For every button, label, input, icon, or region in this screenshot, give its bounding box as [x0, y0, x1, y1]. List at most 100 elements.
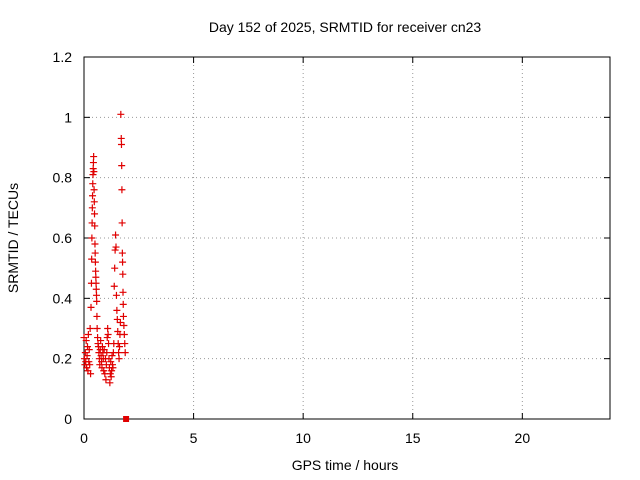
data-point	[93, 312, 101, 320]
y-tick-label: 0.4	[53, 290, 73, 306]
x-tick-label: 15	[405, 430, 421, 446]
data-point	[94, 334, 102, 342]
chart-title: Day 152 of 2025, SRMTID for receiver cn2…	[209, 19, 482, 35]
data-point	[87, 303, 95, 311]
x-tick-label: 20	[515, 430, 531, 446]
data-point	[118, 249, 126, 257]
data-point	[118, 162, 126, 170]
y-tick-label: 0.8	[53, 170, 73, 186]
y-tick-label: 1.2	[53, 49, 73, 65]
data-point	[119, 288, 127, 296]
data-point	[104, 325, 112, 332]
data-point	[112, 243, 120, 251]
plot-area	[83, 56, 611, 420]
data-point	[119, 312, 127, 320]
data-point	[107, 373, 115, 381]
data-point	[102, 376, 110, 384]
data-point	[91, 249, 99, 257]
data-point	[92, 279, 100, 287]
data-point	[90, 153, 98, 161]
axis-ticks: 0 0.2 0.4 0.6 0.8 1 1.2 0 5 10 15 20	[53, 49, 610, 446]
data-point	[113, 315, 121, 323]
data-point	[89, 171, 97, 179]
data-point	[117, 134, 125, 142]
data-point	[114, 340, 122, 348]
data-point	[83, 364, 91, 372]
data-point	[89, 180, 97, 188]
data-point	[119, 270, 127, 278]
data-point	[111, 246, 119, 254]
data-point	[120, 321, 128, 329]
data-point	[110, 282, 118, 290]
data-point	[116, 343, 124, 351]
y-tick-label: 0.2	[53, 351, 73, 367]
data-point	[92, 285, 100, 293]
data-point	[82, 337, 90, 345]
data-point	[84, 331, 92, 339]
x-tick-label: 0	[80, 430, 88, 446]
data-point	[92, 273, 100, 281]
data-point	[119, 258, 127, 266]
data-point	[115, 349, 123, 357]
data-point	[91, 258, 99, 266]
grid	[84, 57, 610, 419]
data-point	[104, 331, 112, 339]
data-point	[88, 204, 96, 212]
data-point	[121, 340, 129, 348]
data-point	[106, 370, 114, 378]
data-point	[88, 255, 96, 263]
data-point	[112, 291, 120, 299]
data-point	[90, 186, 98, 194]
data-point	[91, 210, 99, 218]
data-point	[92, 291, 100, 299]
data-point	[90, 168, 98, 176]
data-point	[85, 358, 93, 366]
y-tick-label: 1	[64, 109, 72, 125]
data-point	[115, 355, 123, 363]
data-point	[113, 306, 121, 314]
data-point	[97, 337, 105, 345]
data-point	[93, 325, 101, 332]
data-point	[119, 300, 127, 308]
data-point	[112, 231, 120, 239]
data-point	[90, 198, 98, 206]
data-point	[103, 334, 111, 342]
data-point	[89, 159, 97, 167]
data-point	[123, 416, 130, 422]
data-point	[108, 367, 116, 375]
data-point	[106, 379, 114, 387]
data-point	[118, 186, 126, 194]
data-point	[109, 364, 117, 372]
data-point	[88, 234, 96, 242]
data-point	[89, 192, 97, 200]
x-tick-label: 5	[190, 430, 198, 446]
data-point	[116, 318, 124, 326]
data-point	[102, 361, 110, 369]
data-point	[86, 361, 94, 369]
data-point	[100, 367, 108, 375]
y-axis-title: SRMTID / TECUs	[5, 183, 21, 293]
data-point	[87, 370, 95, 378]
data-point	[92, 267, 100, 275]
data-point	[103, 349, 111, 357]
data-point	[91, 222, 99, 230]
y-tick-label: 0	[64, 411, 72, 427]
x-tick-label: 10	[295, 430, 311, 446]
data-point	[86, 325, 94, 332]
data-point	[89, 165, 97, 173]
data-point	[121, 349, 129, 357]
data-point	[108, 352, 116, 360]
data-point	[85, 346, 93, 354]
data-point	[118, 219, 126, 227]
data-point	[91, 240, 99, 248]
data-point	[117, 140, 125, 148]
data-point	[83, 352, 91, 360]
data-point	[93, 297, 101, 305]
data-point	[117, 110, 125, 118]
y-tick-label: 0.6	[53, 230, 73, 246]
data-point	[120, 331, 128, 339]
data-points	[80, 110, 130, 422]
data-point	[111, 264, 119, 272]
x-axis-title: GPS time / hours	[292, 457, 399, 473]
